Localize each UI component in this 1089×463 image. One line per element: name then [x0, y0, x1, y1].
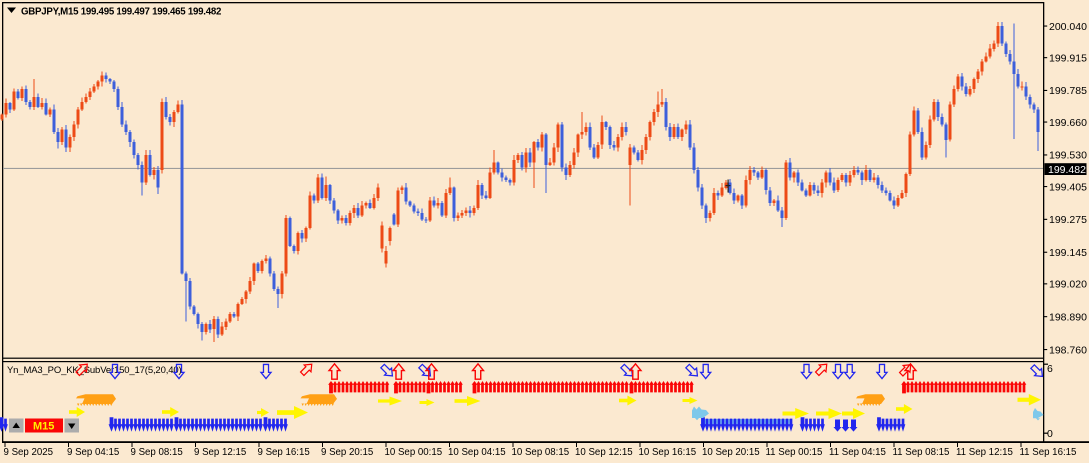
svg-text:11 Sep 16:15: 11 Sep 16:15 — [1020, 447, 1077, 458]
svg-text:11 Sep 12:15: 11 Sep 12:15 — [956, 447, 1013, 458]
svg-text:10 Sep 00:15: 10 Sep 00:15 — [385, 447, 443, 458]
svg-text:199.020: 199.020 — [1049, 279, 1087, 291]
svg-text:199.530: 199.530 — [1049, 150, 1087, 162]
svg-text:10 Sep 16:15: 10 Sep 16:15 — [639, 447, 697, 458]
svg-text:199.660: 199.660 — [1049, 117, 1087, 129]
svg-text:199.145: 199.145 — [1049, 247, 1087, 259]
svg-text:0: 0 — [1047, 428, 1053, 440]
svg-text:9 Sep 08:15: 9 Sep 08:15 — [131, 447, 183, 458]
svg-text:11 Sep 00:15: 11 Sep 00:15 — [766, 447, 823, 458]
svg-text:6: 6 — [1047, 363, 1053, 375]
svg-text:199.405: 199.405 — [1049, 181, 1087, 193]
svg-text:199.482: 199.482 — [1048, 164, 1086, 176]
svg-text:198.890: 198.890 — [1049, 311, 1087, 323]
svg-text:10 Sep 12:15: 10 Sep 12:15 — [575, 447, 633, 458]
svg-text:10 Sep 08:15: 10 Sep 08:15 — [512, 447, 570, 458]
svg-text:199.785: 199.785 — [1049, 85, 1087, 97]
svg-text:199.275: 199.275 — [1049, 214, 1087, 226]
svg-text:M15: M15 — [33, 421, 54, 433]
svg-text:9 Sep 16:15: 9 Sep 16:15 — [258, 447, 310, 458]
svg-text:9 Sep 12:15: 9 Sep 12:15 — [194, 447, 246, 458]
svg-text:Yn_MA3_PO_KK_SubVer150_17(5,20: Yn_MA3_PO_KK_SubVer150_17(5,20,40) — [7, 365, 181, 376]
svg-text:9 Sep 2025: 9 Sep 2025 — [4, 447, 54, 458]
svg-text:11 Sep 08:15: 11 Sep 08:15 — [893, 447, 950, 458]
svg-text:10 Sep 20:15: 10 Sep 20:15 — [702, 447, 760, 458]
svg-text:198.760: 198.760 — [1049, 344, 1087, 356]
svg-text:10 Sep 04:15: 10 Sep 04:15 — [448, 447, 506, 458]
svg-text:9 Sep 20:15: 9 Sep 20:15 — [321, 447, 373, 458]
svg-text:200.040: 200.040 — [1049, 21, 1087, 33]
svg-text:11 Sep 04:15: 11 Sep 04:15 — [829, 447, 886, 458]
svg-text:GBPJPY,M15 199.495 199.497 19: GBPJPY,M15 199.495 199.497 199.465 199.4… — [21, 7, 221, 18]
svg-text:199.915: 199.915 — [1049, 52, 1087, 64]
svg-text:9 Sep 04:15: 9 Sep 04:15 — [67, 447, 119, 458]
